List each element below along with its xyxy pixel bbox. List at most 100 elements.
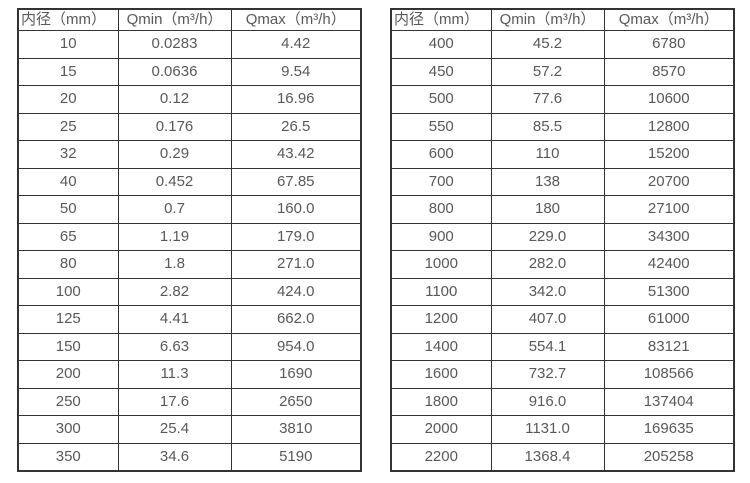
table-row: 25 0.176 26.5 — [17, 112, 362, 141]
table-row: 125 4.41 662.0 — [17, 305, 362, 334]
table-row: 500 77.6 10600 — [390, 85, 735, 114]
table-cell: 1000 — [390, 250, 492, 279]
table-cell: 250 — [17, 387, 119, 416]
table-cell: 61000 — [603, 305, 735, 334]
table-cell: 16.96 — [230, 85, 362, 114]
table-row: 250 17.6 2650 — [17, 387, 362, 416]
table-row: 1400 554.1 83121 — [390, 332, 735, 361]
table-cell: 0.0636 — [117, 57, 232, 86]
table-cell: 1200 — [390, 305, 492, 334]
table-cell: 300 — [17, 415, 119, 444]
table-cell: 20 — [17, 85, 119, 114]
table-cell: 732.7 — [490, 360, 605, 389]
table-row: 2200 1368.4 205258 — [390, 442, 735, 472]
table-cell: 85.5 — [490, 112, 605, 141]
table-row: 700 138 20700 — [390, 167, 735, 196]
table-cell: 25.4 — [117, 415, 232, 444]
table-row: 550 85.5 12800 — [390, 112, 735, 141]
table-cell: 554.1 — [490, 332, 605, 361]
table-cell: 550 — [390, 112, 492, 141]
header-qmax: Qmax（m³/h） — [230, 8, 362, 31]
table-cell: 0.452 — [117, 167, 232, 196]
table-cell: 138 — [490, 167, 605, 196]
table-cell: 160.0 — [230, 195, 362, 224]
table-cell: 0.176 — [117, 112, 232, 141]
table-cell: 11.3 — [117, 360, 232, 389]
table-cell: 5190 — [230, 442, 362, 472]
table-row: 200 11.3 1690 — [17, 360, 362, 389]
table-cell: 32 — [17, 140, 119, 169]
table-cell: 1368.4 — [490, 442, 605, 472]
table-cell: 40 — [17, 167, 119, 196]
table-cell: 34300 — [603, 222, 735, 251]
table-row: 1600 732.7 108566 — [390, 360, 735, 389]
table-cell: 34.6 — [117, 442, 232, 472]
table-cell: 900 — [390, 222, 492, 251]
table-cell: 50 — [17, 195, 119, 224]
table-row: 450 57.2 8570 — [390, 57, 735, 86]
table-cell: 77.6 — [490, 85, 605, 114]
table-cell: 424.0 — [230, 277, 362, 306]
table-cell: 67.85 — [230, 167, 362, 196]
table-cell: 43.42 — [230, 140, 362, 169]
table-cell: 1690 — [230, 360, 362, 389]
table-cell: 0.12 — [117, 85, 232, 114]
table-cell: 662.0 — [230, 305, 362, 334]
table-cell: 4.42 — [230, 30, 362, 59]
table-cell: 25 — [17, 112, 119, 141]
table-cell: 2000 — [390, 415, 492, 444]
table-cell: 3810 — [230, 415, 362, 444]
table-cell: 271.0 — [230, 250, 362, 279]
table-cell: 282.0 — [490, 250, 605, 279]
table-cell: 10600 — [603, 85, 735, 114]
table-cell: 12800 — [603, 112, 735, 141]
table-cell: 1400 — [390, 332, 492, 361]
table-cell: 169635 — [603, 415, 735, 444]
table-cell: 1.8 — [117, 250, 232, 279]
table-cell: 700 — [390, 167, 492, 196]
table-row: 32 0.29 43.42 — [17, 140, 362, 169]
table-cell: 8570 — [603, 57, 735, 86]
table-row: 1200 407.0 61000 — [390, 305, 735, 334]
table-cell: 0.7 — [117, 195, 232, 224]
table-cell: 9.54 — [230, 57, 362, 86]
table-cell: 150 — [17, 332, 119, 361]
table-cell: 1800 — [390, 387, 492, 416]
table-cell: 6780 — [603, 30, 735, 59]
table-cell: 15 — [17, 57, 119, 86]
table-cell: 205258 — [603, 442, 735, 472]
table-cell: 500 — [390, 85, 492, 114]
table-row: 300 25.4 3810 — [17, 415, 362, 444]
table-cell: 26.5 — [230, 112, 362, 141]
table-cell: 350 — [17, 442, 119, 472]
table-cell: 2200 — [390, 442, 492, 472]
table-cell: 0.29 — [117, 140, 232, 169]
table-cell: 51300 — [603, 277, 735, 306]
table-row: 800 180 27100 — [390, 195, 735, 224]
table-cell: 450 — [390, 57, 492, 86]
table-cell: 20700 — [603, 167, 735, 196]
table-cell: 1.19 — [117, 222, 232, 251]
flow-spec-table-large-diameters: 内径（mm） Qmin（m³/h） Qmax（m³/h） 400 45.2 6780… — [390, 8, 735, 472]
header-row: 内径（mm） Qmin（m³/h） Qmax（m³/h） — [390, 8, 735, 31]
table-cell: 954.0 — [230, 332, 362, 361]
table-cell: 17.6 — [117, 387, 232, 416]
table-cell: 6.63 — [117, 332, 232, 361]
header-qmin: Qmin（m³/h） — [490, 8, 605, 31]
table-row: 40 0.452 67.85 — [17, 167, 362, 196]
table-row: 600 110 15200 — [390, 140, 735, 169]
flow-spec-table-small-diameters: 内径（mm） Qmin（m³/h） Qmax（m³/h） 10 0.0283 4.4… — [17, 8, 362, 472]
table-cell: 600 — [390, 140, 492, 169]
table-cell: 4.41 — [117, 305, 232, 334]
table-row: 65 1.19 179.0 — [17, 222, 362, 251]
table-cell: 200 — [17, 360, 119, 389]
header-inner-diameter: 内径（mm） — [17, 8, 119, 31]
table-row: 50 0.7 160.0 — [17, 195, 362, 224]
table-cell: 137404 — [603, 387, 735, 416]
table-cell: 407.0 — [490, 305, 605, 334]
table-cell: 2650 — [230, 387, 362, 416]
table-cell: 1131.0 — [490, 415, 605, 444]
table-cell: 916.0 — [490, 387, 605, 416]
table-row: 350 34.6 5190 — [17, 442, 362, 472]
table-cell: 83121 — [603, 332, 735, 361]
